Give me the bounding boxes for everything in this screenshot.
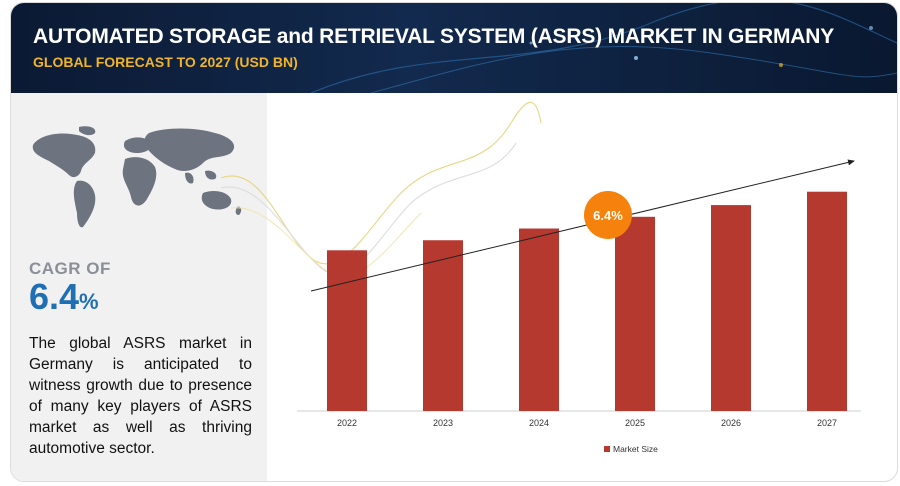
x-tick-labels: 2022 2023 2024 2025 2026 2027 bbox=[337, 418, 837, 428]
market-size-chart: 2022 2023 2024 2025 2026 2027 6.4% Market Siz… bbox=[220, 101, 861, 454]
market-description: The global ASRS market in Germany is ant… bbox=[29, 335, 252, 457]
cagr-bubble-label: 6.4% bbox=[593, 208, 623, 223]
header-banner: AUTOMATED STORAGE and RETRIEVAL SYSTEM (… bbox=[11, 3, 897, 93]
x-tick-label-2024: 2024 bbox=[529, 418, 549, 428]
x-tick-label-2027: 2027 bbox=[817, 418, 837, 428]
legend-label: Market Size bbox=[613, 444, 658, 454]
bar-2025 bbox=[615, 216, 655, 411]
infographic-frame: AUTOMATED STORAGE and RETRIEVAL SYSTEM (… bbox=[10, 2, 898, 482]
x-tick-label-2022: 2022 bbox=[337, 418, 357, 428]
legend-swatch bbox=[604, 446, 610, 452]
banner-decoration bbox=[310, 3, 897, 93]
bar-2022 bbox=[327, 250, 367, 411]
cagr-bubble: 6.4% bbox=[584, 191, 632, 239]
bar-2023 bbox=[423, 240, 463, 411]
cagr-bubble-circle bbox=[584, 191, 632, 239]
legend: Market Size bbox=[604, 444, 658, 454]
trend-arrow bbox=[310, 159, 855, 292]
bars-group bbox=[327, 191, 847, 411]
bar-2027 bbox=[807, 191, 847, 411]
left-panel: CAGR OF 6.4% The global ASRS market in G… bbox=[11, 93, 267, 481]
world-map-icon bbox=[32, 126, 242, 228]
cagr-number: 6.4 bbox=[29, 276, 80, 317]
x-tick-label-2025: 2025 bbox=[625, 418, 645, 428]
cagr-unit: % bbox=[79, 289, 99, 314]
bar-2024 bbox=[519, 228, 559, 411]
x-tick-label-2023: 2023 bbox=[433, 418, 453, 428]
x-tick-label-2026: 2026 bbox=[721, 418, 741, 428]
trend-line bbox=[310, 159, 855, 292]
cagr-label: CAGR OF bbox=[29, 259, 111, 278]
bar-2026 bbox=[711, 205, 751, 411]
page-title: AUTOMATED STORAGE and RETRIEVAL SYSTEM (… bbox=[33, 25, 834, 48]
cagr-value: 6.4% bbox=[29, 277, 99, 322]
decorative-waves bbox=[220, 101, 542, 277]
page-subtitle: GLOBAL FORECAST TO 2027 (USD BN) bbox=[33, 54, 298, 70]
